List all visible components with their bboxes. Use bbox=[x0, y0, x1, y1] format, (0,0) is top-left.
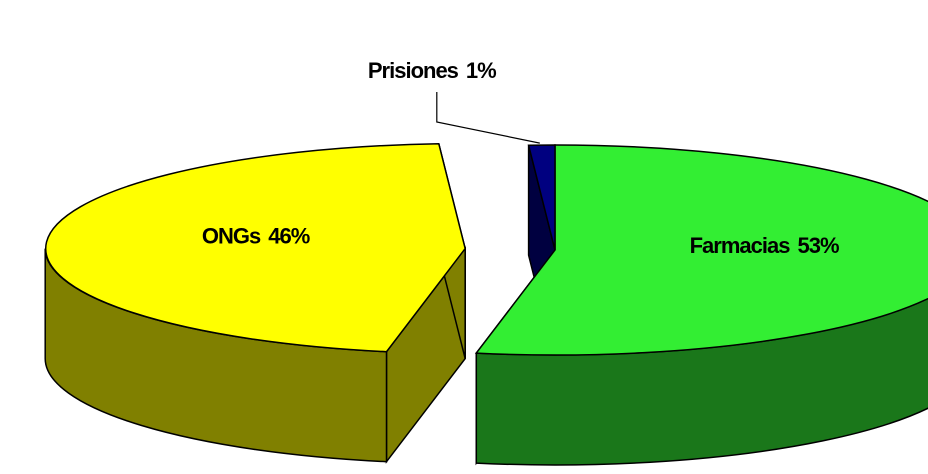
slice bbox=[474, 144, 928, 356]
slice-label: ONGs 46% bbox=[202, 223, 310, 248]
slice-label-value: 53% bbox=[797, 233, 838, 258]
slice-label-name: Prisiones bbox=[368, 58, 459, 83]
slice bbox=[527, 144, 556, 251]
leader-line bbox=[436, 92, 540, 144]
slice-label-value: 1% bbox=[466, 58, 496, 83]
slice bbox=[45, 143, 466, 353]
slice-label: Prisiones 1% bbox=[368, 58, 496, 83]
slice-label-name: Farmacias bbox=[690, 233, 791, 258]
slice-label-name: ONGs bbox=[202, 223, 261, 248]
slice-label-value: 46% bbox=[268, 223, 309, 248]
slice-label: Farmacias 53% bbox=[690, 233, 839, 258]
